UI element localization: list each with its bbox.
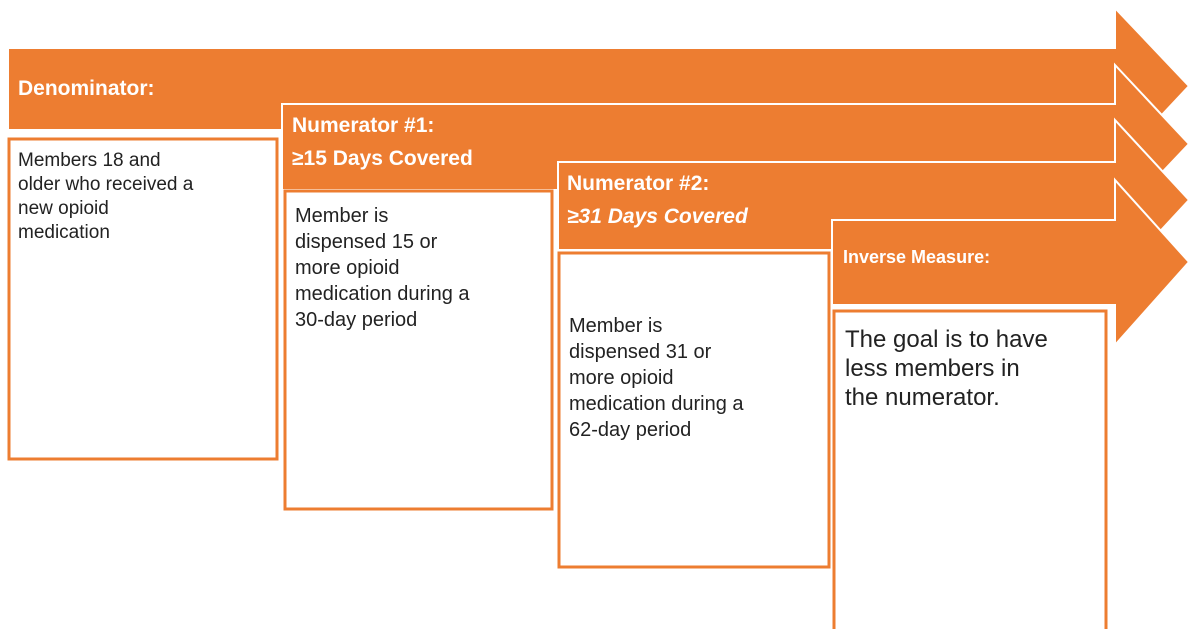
stage-title: Numerator #2: ≥31 Days Covered: [567, 167, 748, 233]
stage-title: Inverse Measure:: [843, 241, 990, 274]
body-line: dispensed 31 or: [569, 341, 712, 363]
arrow: [831, 177, 1189, 348]
body-line: medication during a: [295, 283, 470, 305]
box: [832, 309, 1108, 629]
title-line: Numerator #2:: [567, 172, 710, 195]
body-line: medication: [18, 222, 110, 243]
title-line: ≥15 Days Covered: [292, 147, 473, 170]
body-line: The goal is to have: [845, 326, 1048, 353]
body-line: the numerator.: [845, 384, 1000, 411]
title-line: Denominator:: [18, 77, 155, 100]
box: [557, 251, 831, 569]
body-line: Member is: [569, 315, 663, 337]
stage-description: The goal is to have less members in the nu…: [845, 325, 1048, 412]
body-line: Member is: [295, 205, 389, 227]
body-line: more opioid: [295, 257, 400, 279]
body-line: 30-day period: [295, 309, 418, 331]
stage-description: Member is dispensed 31 or more opioid medic…: [569, 313, 744, 443]
body-line: 62-day period: [569, 419, 692, 441]
body-line: older who received a: [18, 174, 194, 195]
title-line: Inverse Measure:: [843, 247, 991, 267]
body-line: dispensed 15 or: [295, 231, 438, 253]
title-line: ≥31 Days Covered: [567, 205, 748, 228]
box: [7, 137, 279, 461]
stage-description: Members 18 and older who received a new op…: [18, 149, 193, 245]
stage-description: Member is dispensed 15 or more opioid medic…: [295, 203, 470, 333]
box: [283, 189, 554, 511]
body-line: more opioid: [569, 367, 674, 389]
stage-title: Denominator:: [18, 72, 155, 105]
stage-title: Numerator #1: ≥15 Days Covered: [292, 109, 473, 175]
body-line: new opioid: [18, 198, 109, 219]
body-line: Members 18 and: [18, 150, 161, 171]
body-line: medication during a: [569, 393, 744, 415]
title-line: Numerator #1:: [292, 114, 435, 137]
body-line: less members in: [845, 355, 1020, 382]
